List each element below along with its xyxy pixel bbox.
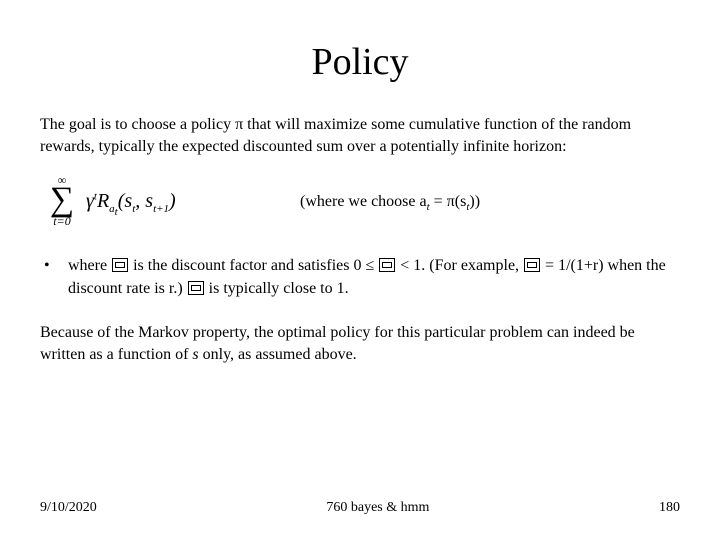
slide-title: Policy <box>40 40 680 84</box>
missing-glyph-icon <box>379 258 395 272</box>
bullet-text: where is the discount factor and satisfi… <box>68 255 680 300</box>
footer-title: 760 bayes & hmm <box>326 500 429 516</box>
formula-row: ∞ ∑ t=0 γtRat(st, st+1) (where we choose… <box>40 175 680 231</box>
slide-footer: 9/10/2020 760 bayes & hmm 180 <box>40 500 680 516</box>
summation-formula: ∞ ∑ t=0 γtRat(st, st+1) <box>40 175 240 231</box>
sum-lower-limit: t=0 <box>40 215 84 227</box>
missing-glyph-icon <box>524 258 540 272</box>
sigma-symbol: ∑ <box>40 185 84 215</box>
footer-date: 9/10/2020 <box>40 500 97 516</box>
footer-page-number: 180 <box>659 500 680 516</box>
choose-note: (where we choose at = π(st)) <box>300 193 480 213</box>
intro-paragraph: The goal is to choose a policy π that wi… <box>40 114 680 157</box>
conclusion-paragraph: Because of the Markov property, the opti… <box>40 322 680 367</box>
missing-glyph-icon <box>188 281 204 295</box>
bullet-item: • where is the discount factor and satis… <box>40 255 680 300</box>
missing-glyph-icon <box>112 258 128 272</box>
bullet-marker: • <box>40 255 68 300</box>
formula-body: γtRat(st, st+1) <box>86 190 176 218</box>
